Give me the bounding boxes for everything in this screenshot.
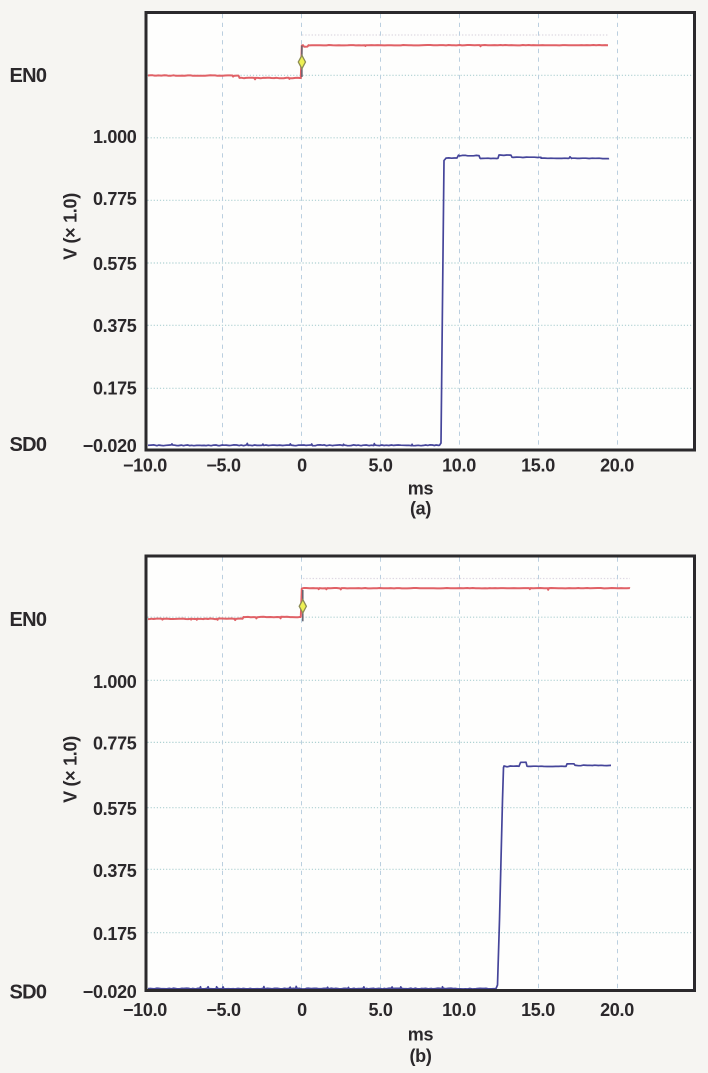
svg-text:10.0: 10.0 — [442, 1000, 476, 1020]
svg-text:−0.020: −0.020 — [83, 982, 137, 1002]
svg-text:V (× 1.0): V (× 1.0) — [61, 193, 81, 260]
svg-text:5.0: 5.0 — [368, 456, 392, 476]
svg-text:5.0: 5.0 — [368, 1000, 392, 1020]
svg-text:0.375: 0.375 — [93, 861, 137, 881]
svg-text:ms: ms — [408, 1025, 434, 1045]
svg-text:SD0: SD0 — [10, 434, 47, 456]
svg-text:−5.0: −5.0 — [206, 1000, 241, 1020]
svg-text:0.175: 0.175 — [93, 378, 137, 398]
svg-text:EN0: EN0 — [10, 65, 47, 87]
svg-text:(a): (a) — [410, 499, 431, 519]
svg-text:0.775: 0.775 — [93, 734, 137, 754]
svg-text:ms: ms — [408, 478, 434, 498]
svg-text:15.0: 15.0 — [521, 456, 555, 476]
svg-text:0.175: 0.175 — [93, 924, 137, 944]
svg-text:−10.0: −10.0 — [123, 456, 167, 476]
svg-text:−10.0: −10.0 — [123, 1000, 167, 1020]
svg-text:0.775: 0.775 — [93, 189, 137, 209]
svg-text:0: 0 — [297, 456, 307, 476]
svg-text:0: 0 — [297, 1000, 307, 1020]
svg-text:1.000: 1.000 — [93, 127, 137, 147]
svg-text:−0.020: −0.020 — [83, 436, 137, 456]
svg-text:V (× 1.0): V (× 1.0) — [61, 736, 81, 803]
svg-text:15.0: 15.0 — [521, 1000, 555, 1020]
svg-text:0.575: 0.575 — [93, 799, 137, 819]
svg-text:1.000: 1.000 — [93, 672, 137, 692]
svg-text:EN0: EN0 — [10, 609, 47, 631]
svg-text:10.0: 10.0 — [442, 456, 476, 476]
svg-text:20.0: 20.0 — [600, 456, 634, 476]
svg-text:0.575: 0.575 — [93, 254, 137, 274]
svg-text:0.375: 0.375 — [93, 316, 137, 336]
svg-text:SD0: SD0 — [10, 982, 47, 1004]
svg-text:20.0: 20.0 — [600, 1000, 634, 1020]
svg-text:(b): (b) — [409, 1046, 431, 1066]
svg-text:−5.0: −5.0 — [206, 456, 241, 476]
